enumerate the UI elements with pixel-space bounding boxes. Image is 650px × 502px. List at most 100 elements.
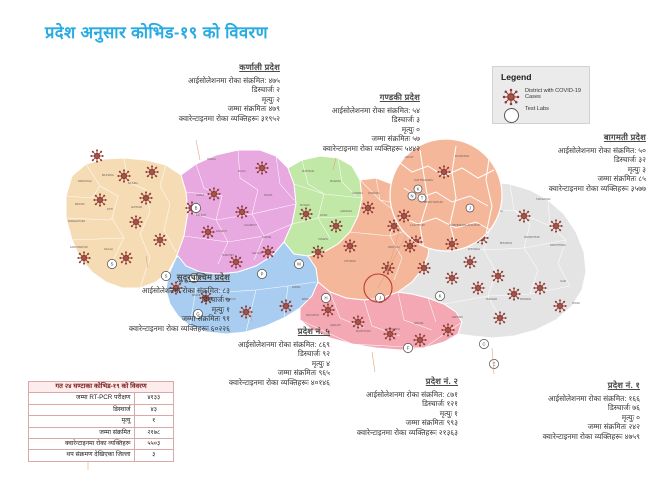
- province2-discharge: डिस्चार्जः १२१: [422, 399, 458, 409]
- province1-discharge: डिस्चार्जः ७६: [607, 403, 640, 413]
- province5-total: जम्मा संक्रमितः ९६५: [277, 368, 330, 378]
- svg-text:TAPLEJUNG: TAPLEJUNG: [536, 198, 551, 201]
- svg-text:KAILALI: KAILALI: [104, 248, 113, 251]
- svg-text:DHADING: DHADING: [455, 154, 470, 158]
- province-name-province1: प्रदेश नं. १: [607, 380, 640, 390]
- svg-text:SURKHET: SURKHET: [222, 254, 234, 257]
- row-value-total-infected: २१७८: [133, 426, 175, 440]
- svg-text:K: K: [417, 186, 420, 191]
- row-value-discharge: ४३: [133, 403, 175, 417]
- svg-text:MUGU: MUGU: [238, 170, 246, 173]
- province-block-province1: प्रदेश नं. १ आईसोलेशनमा रोका संक्रमित: १…: [440, 380, 640, 441]
- karnali-total: जम्मा संक्रमितः ४७९: [227, 104, 280, 114]
- svg-text:DOTI: DOTI: [107, 208, 113, 211]
- bagmati-isolation: आईसोलेशनमा रोका संक्रमित: ५०: [557, 145, 646, 155]
- svg-text:LALITPUR: LALITPUR: [410, 223, 426, 227]
- table-row: जम्मा संक्रमित २१७८: [28, 426, 175, 440]
- svg-text:T: T: [421, 195, 424, 200]
- svg-text:TANAHU: TANAHU: [318, 238, 328, 241]
- sudurpaschim-total: जम्मा संक्रमितः ९१: [181, 314, 230, 324]
- callout-leaders: [87, 139, 495, 470]
- sudurpaschim-isolation: आईसोलेशनमा रोका संक्रमित: ८३: [141, 285, 230, 295]
- svg-text:SALYAN: SALYAN: [252, 252, 262, 255]
- svg-text:RUKUM: RUKUM: [262, 236, 271, 239]
- svg-text:DARCHULA: DARCHULA: [78, 180, 92, 183]
- svg-text:DAILEKH: DAILEKH: [216, 230, 227, 233]
- virus-icon: [501, 87, 521, 107]
- province2-quarantine: क्वारेन्टाइनमा रोका व्यक्तिहरूः २१३६३: [356, 427, 458, 437]
- province1-total: जम्मा संक्रमितः २४२: [587, 422, 640, 432]
- svg-text:JUMLA: JUMLA: [196, 194, 205, 197]
- row-value-new-districts: ३: [133, 449, 175, 462]
- bagmati-quarantine: क्वारेन्टाइनमा रोका व्यक्तिहरूः ३५७७: [548, 183, 646, 193]
- svg-text:NUWAKOT: NUWAKOT: [398, 155, 414, 159]
- province5-isolation: आईसोलेशनमा रोका संक्रमित: ८६९: [237, 339, 330, 349]
- table-row: क्वारेन्टाइनमा रोका व्यक्तिहरू ५५०३: [28, 438, 175, 451]
- province-block-province2: प्रदेश नं. २ आईसोलेशनमा रोका संक्रमित: ८…: [298, 376, 458, 437]
- province-name-province2: प्रदेश नं. २: [425, 376, 458, 386]
- legend-title: Legend: [501, 72, 532, 82]
- svg-text:DHANUSHA: DHANUSHA: [386, 328, 400, 331]
- row-label-death: मृत्यु: [28, 415, 135, 428]
- row-label-discharge: डिस्चार्ज: [28, 403, 135, 417]
- svg-text:KATHMANDU: KATHMANDU: [414, 178, 433, 182]
- province2-death: मृत्युः १: [439, 408, 458, 418]
- province-name-sudurpaschim: सुदूरपश्चिम प्रदेश: [176, 272, 230, 282]
- province1-isolation: आईसोलेशनमा रोका संक्रमित: १६६: [547, 393, 640, 403]
- table-row: मृत्यु १: [28, 415, 175, 428]
- svg-text:KABHREPALANCHOK: KABHREPALANCHOK: [449, 223, 482, 227]
- svg-text:P: P: [261, 272, 264, 277]
- svg-text:RAUTAHAT: RAUTAHAT: [306, 314, 320, 317]
- svg-text:S: S: [165, 274, 168, 279]
- row-label-total-infected: जम्मा संक्रमित: [28, 426, 135, 440]
- karnali-discharge: डिस्चार्जः २: [251, 85, 280, 95]
- svg-text:MORANG: MORANG: [520, 298, 531, 301]
- svg-text:DOLPA: DOLPA: [264, 194, 273, 197]
- svg-text:F: F: [407, 346, 410, 351]
- svg-text:CHITWAN: CHITWAN: [344, 260, 356, 263]
- svg-text:G: G: [196, 312, 199, 317]
- svg-text:MANANG: MANANG: [330, 180, 341, 183]
- table-row: जम्मा RT-PCR परीक्षण ४१३३: [28, 392, 175, 405]
- svg-text:LAMJUNG: LAMJUNG: [340, 210, 352, 213]
- province1-death: मृत्युः ०: [621, 412, 640, 422]
- svg-text:MYAGDI: MYAGDI: [300, 204, 310, 207]
- row-value-death: १: [133, 415, 175, 428]
- svg-text:BHOJPUR: BHOJPUR: [500, 242, 512, 245]
- svg-text:BAJURA: BAJURA: [128, 182, 138, 185]
- svg-text:M: M: [297, 262, 301, 267]
- sudurpaschim-quarantine: क्वारेन्टाइनमा रोका व्यक्तिहरूः ६०२२६: [128, 323, 230, 333]
- page-title: प्रदेश अनुसार कोभिड-१९ को विवरण: [45, 24, 268, 42]
- svg-text:ILAM: ILAM: [560, 280, 566, 283]
- gandaki-isolation: आईसोलेशनमा रोका संक्रमित: ५४: [331, 105, 420, 115]
- svg-text:KHOTANG: KHOTANG: [468, 248, 480, 251]
- svg-text:PANCHTHAR: PANCHTHAR: [550, 244, 566, 247]
- row-value-rtpcr: ४१३३: [133, 392, 175, 405]
- gandaki-quarantine: क्वारेन्टाइनमा रोका व्यक्तिहरूः ५४४२: [322, 143, 420, 153]
- table-row: डिस्चार्ज ४३: [28, 403, 175, 417]
- svg-text:MUSTANG: MUSTANG: [302, 170, 314, 173]
- province-name-bagmati: बागमती प्रदेश: [603, 132, 646, 142]
- svg-text:HUMLA: HUMLA: [207, 158, 216, 161]
- province-block-karnali: कर्णाली प्रदेश आईसोलेशनमा रोका संक्रमित:…: [112, 62, 280, 123]
- svg-text:SIRAHA: SIRAHA: [414, 322, 424, 325]
- legend-label-district: District with COVID-19 Cases: [525, 88, 581, 101]
- province-sudurpaschim[interactable]: [65, 157, 189, 289]
- svg-text:B: B: [195, 206, 198, 211]
- svg-text:JAJARKOT: JAJARKOT: [244, 224, 257, 227]
- svg-text:BARDIYA: BARDIYA: [225, 298, 236, 301]
- province-name-gandaki: गण्डकी प्रदेश: [379, 92, 420, 102]
- row-value-quarantine: ५५०३: [133, 438, 175, 451]
- svg-text:BANKE: BANKE: [192, 294, 201, 297]
- kathmandu-valley-inset[interactable]: NUWAKOT DHADING KATHMANDU BHAKTAPUR LALI…: [363, 138, 503, 303]
- daily-summary-table: गत २४ घण्टाका कोभिड-१९ को विवरण जम्मा RT…: [28, 380, 175, 462]
- gandaki-death: मृत्युः ०: [401, 124, 420, 134]
- test-lab-markers[interactable]: S S B G G P M H J F C E K: [107, 203, 499, 369]
- sudurpaschim-death: मृत्युः १: [211, 304, 230, 314]
- province5-quarantine: क्वारेन्टाइनमा रोका व्यक्तिहरूः ४०१४६: [228, 377, 330, 387]
- gandaki-total: जम्मा संक्रमितः ५७: [371, 134, 420, 144]
- svg-text:J: J: [469, 205, 471, 210]
- svg-text:SARLAHI: SARLAHI: [330, 324, 341, 327]
- province-name-province5: प्रदेश नं. ५: [297, 326, 330, 336]
